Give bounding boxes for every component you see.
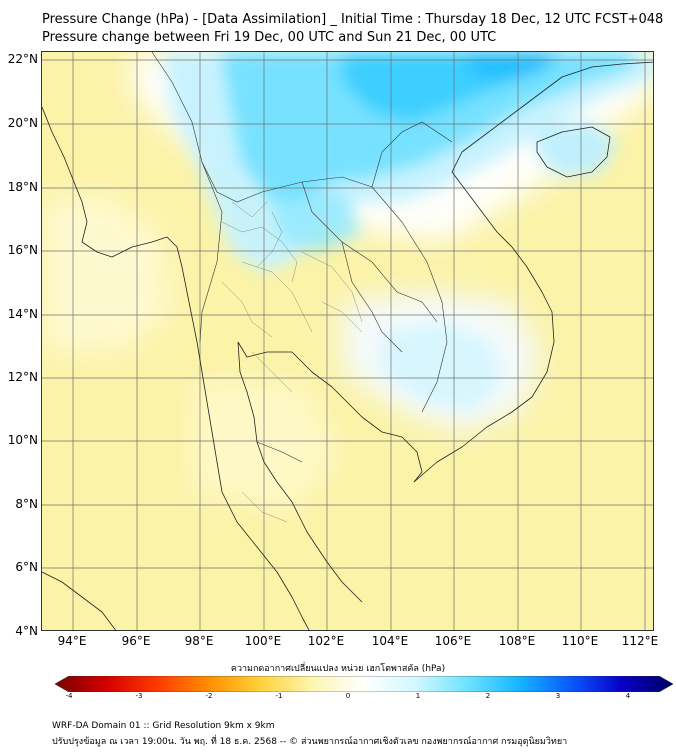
lon-label-100e: 100°E bbox=[244, 634, 282, 648]
lat-label-6n: 6°N bbox=[15, 560, 38, 574]
province-borders bbox=[221, 201, 363, 523]
colorbar-tick: -3 bbox=[135, 692, 143, 700]
lat-label-18n: 18°N bbox=[7, 180, 38, 194]
lon-label-108e: 108°E bbox=[498, 634, 536, 648]
colorbar-tick: 1 bbox=[415, 692, 421, 700]
lon-label-96e: 96°E bbox=[121, 634, 151, 648]
colorbar-tick: -1 bbox=[275, 692, 283, 700]
lon-label-104e: 104°E bbox=[371, 634, 409, 648]
lat-label-14n: 14°N bbox=[7, 307, 38, 321]
footer-model-info: WRF-DA Domain 01 :: Grid Resolution 9km … bbox=[52, 721, 275, 731]
colorbar-tick: 3 bbox=[555, 692, 561, 700]
chart-title: Pressure Change (hPa) - [Data Assimilati… bbox=[42, 12, 664, 27]
lat-label-16n: 16°N bbox=[7, 243, 38, 257]
colorbar-tick: 0 bbox=[345, 692, 351, 700]
country-borders bbox=[151, 52, 453, 463]
lat-label-4n: 4°N bbox=[15, 624, 38, 638]
colorbar-tick: 4 bbox=[625, 692, 631, 700]
lon-label-94e: 94°E bbox=[57, 634, 87, 648]
lat-label-10n: 10°N bbox=[7, 433, 38, 447]
colorbar-tick: 2 bbox=[485, 692, 491, 700]
lon-label-112e: 112°E bbox=[621, 634, 659, 648]
lat-label-12n: 12°N bbox=[7, 370, 38, 384]
lon-label-106e: 106°E bbox=[434, 634, 472, 648]
colorbar bbox=[55, 676, 673, 692]
lat-label-22n: 22°N bbox=[7, 52, 38, 66]
colorbar-tick: -2 bbox=[205, 692, 213, 700]
coastlines bbox=[42, 61, 653, 630]
footer-credit: ปรับปรุงข้อมูล ณ เวลา 19:00น. วัน พฤ. ที… bbox=[52, 737, 568, 747]
lon-label-98e: 98°E bbox=[184, 634, 214, 648]
graticule bbox=[42, 52, 653, 630]
colorbar-label: ความกดอากาศเปลี่ยนแปลง หน่วย เฮกโตพาสคัล… bbox=[230, 664, 446, 674]
chart-subtitle: Pressure change between Fri 19 Dec, 00 U… bbox=[42, 30, 497, 45]
pressure-change-map bbox=[41, 51, 654, 631]
colorbar-tick: -4 bbox=[65, 692, 73, 700]
lon-label-102e: 102°E bbox=[307, 634, 345, 648]
lat-label-20n: 20°N bbox=[7, 116, 38, 130]
lon-label-110e: 110°E bbox=[561, 634, 599, 648]
lat-label-8n: 8°N bbox=[15, 497, 38, 511]
